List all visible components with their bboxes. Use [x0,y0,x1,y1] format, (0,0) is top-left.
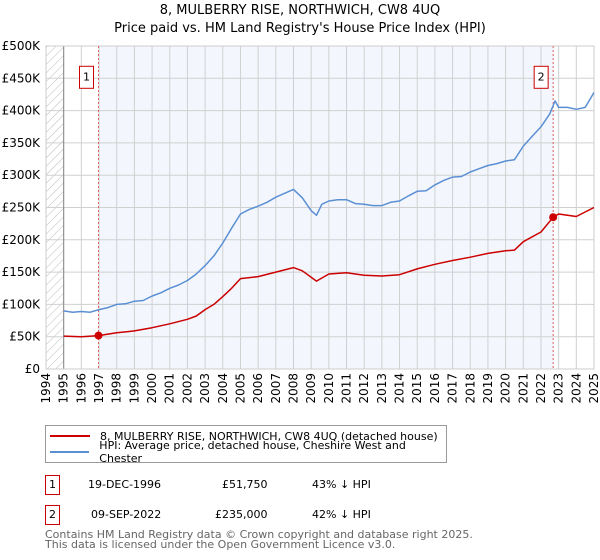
x-tick-label: 2005 [233,373,247,404]
x-tick-label: 2025 [587,373,600,404]
legend-item-property: 8, MULBERRY RISE, NORTHWICH, CW8 4UQ (de… [50,428,438,444]
property-price-line [63,206,595,338]
chart-title: 8, MULBERRY RISE, NORTHWICH, CW8 4UQ [159,3,441,18]
hpi-line [63,92,595,313]
y-tick-label: £450K [2,71,42,85]
y-tick-label: £150K [2,265,42,279]
sale-point [94,331,103,340]
y-tick-label: £350K [2,136,42,150]
x-tick-label: 2016 [428,373,442,404]
sale-marker-box: 2 [45,505,60,525]
y-tick-label: £300K [2,168,42,182]
x-tick-label: 2024 [569,373,583,404]
y-tick-label: £100K [2,297,42,311]
x-tick-label: 2015 [410,373,424,404]
y-tick-label: £400K [2,104,42,118]
x-tick-label: 2023 [552,373,566,404]
x-tick-label: 2010 [322,373,336,404]
x-tick-label: 2011 [340,373,354,404]
footer-line-2: This data is licensed under the Open Gov… [45,538,396,551]
x-tick-label: 2004 [216,373,230,404]
y-tick-label: £50K [9,330,41,344]
x-tick-label: 2013 [375,373,389,404]
x-tick-label: 2008 [286,373,300,404]
x-tick-label: 2017 [446,373,460,404]
x-tick-label: 1998 [110,373,124,404]
sale-price: £235,000 [215,508,268,521]
x-tick-label: 1997 [92,373,106,404]
x-tick-label: 1999 [127,373,141,404]
x-tick-label: 1996 [74,373,88,404]
sale-row-1: 1 19-DEC-1996 £51,750 43% ↓ HPI [45,475,465,495]
x-tick-label: 2020 [499,373,513,404]
x-tick-label: 2019 [481,373,495,404]
sale-date: 19-DEC-1996 [88,478,162,491]
legend-swatch [50,435,90,437]
legend-label: HPI: Average price, detached house, Ches… [99,439,406,465]
footer-attribution: Contains HM Land Registry data © Crown c… [45,528,473,551]
x-tick-label: 2007 [269,373,283,404]
legend-item-hpi: HPI: Average price, detached house, Ches… [50,439,446,465]
x-tick-label: 2021 [516,373,530,404]
x-tick-label: 2012 [357,373,371,404]
chart-legend: 8, MULBERRY RISE, NORTHWICH, CW8 4UQ (de… [45,425,447,465]
x-tick-label: 2022 [534,373,548,404]
x-tick-label: 2014 [393,373,407,404]
y-tick-label: £500K [2,39,42,53]
footer-line-1: Contains HM Land Registry data © Crown c… [45,528,473,541]
sale-row-2: 2 09-SEP-2022 £235,000 42% ↓ HPI [45,505,465,525]
sale-marker-label: 2 [538,70,545,83]
x-tick-label: 2006 [251,373,265,404]
x-tick-label: 2001 [163,373,177,404]
sale-marker-box [79,65,95,89]
sale-point [549,213,558,222]
x-tick-label: 2018 [463,373,477,404]
x-tick-label: 1994 [39,373,53,404]
x-tick-label: 2000 [145,373,159,404]
legend-label: 8, MULBERRY RISE, NORTHWICH, CW8 4UQ (de… [100,429,438,443]
y-tick-label: £200K [2,233,42,247]
sale-marker-box [533,65,549,89]
x-tick-label: 2009 [304,373,318,404]
sale-price: £51,750 [222,478,268,491]
sale-hpi-diff: 43% ↓ HPI [312,478,371,491]
y-tick-label: £250K [2,201,42,215]
sale-hpi-diff: 42% ↓ HPI [312,508,371,521]
sale-date: 09-SEP-2022 [91,508,162,521]
sale-marker-box: 1 [45,475,60,495]
x-tick-label: 1995 [57,373,71,404]
legend-swatch [50,451,90,453]
y-tick-label: £0 [25,362,40,376]
price-chart: £0 £50K £100K £150K £200K £250K £300K £350K £400… [2,39,600,404]
sale-marker-label: 1 [83,70,90,83]
x-tick-label: 2003 [198,373,212,404]
x-tick-label: 2002 [180,373,194,404]
chart-subtitle: Price paid vs. HM Land Registry's House … [114,21,486,36]
